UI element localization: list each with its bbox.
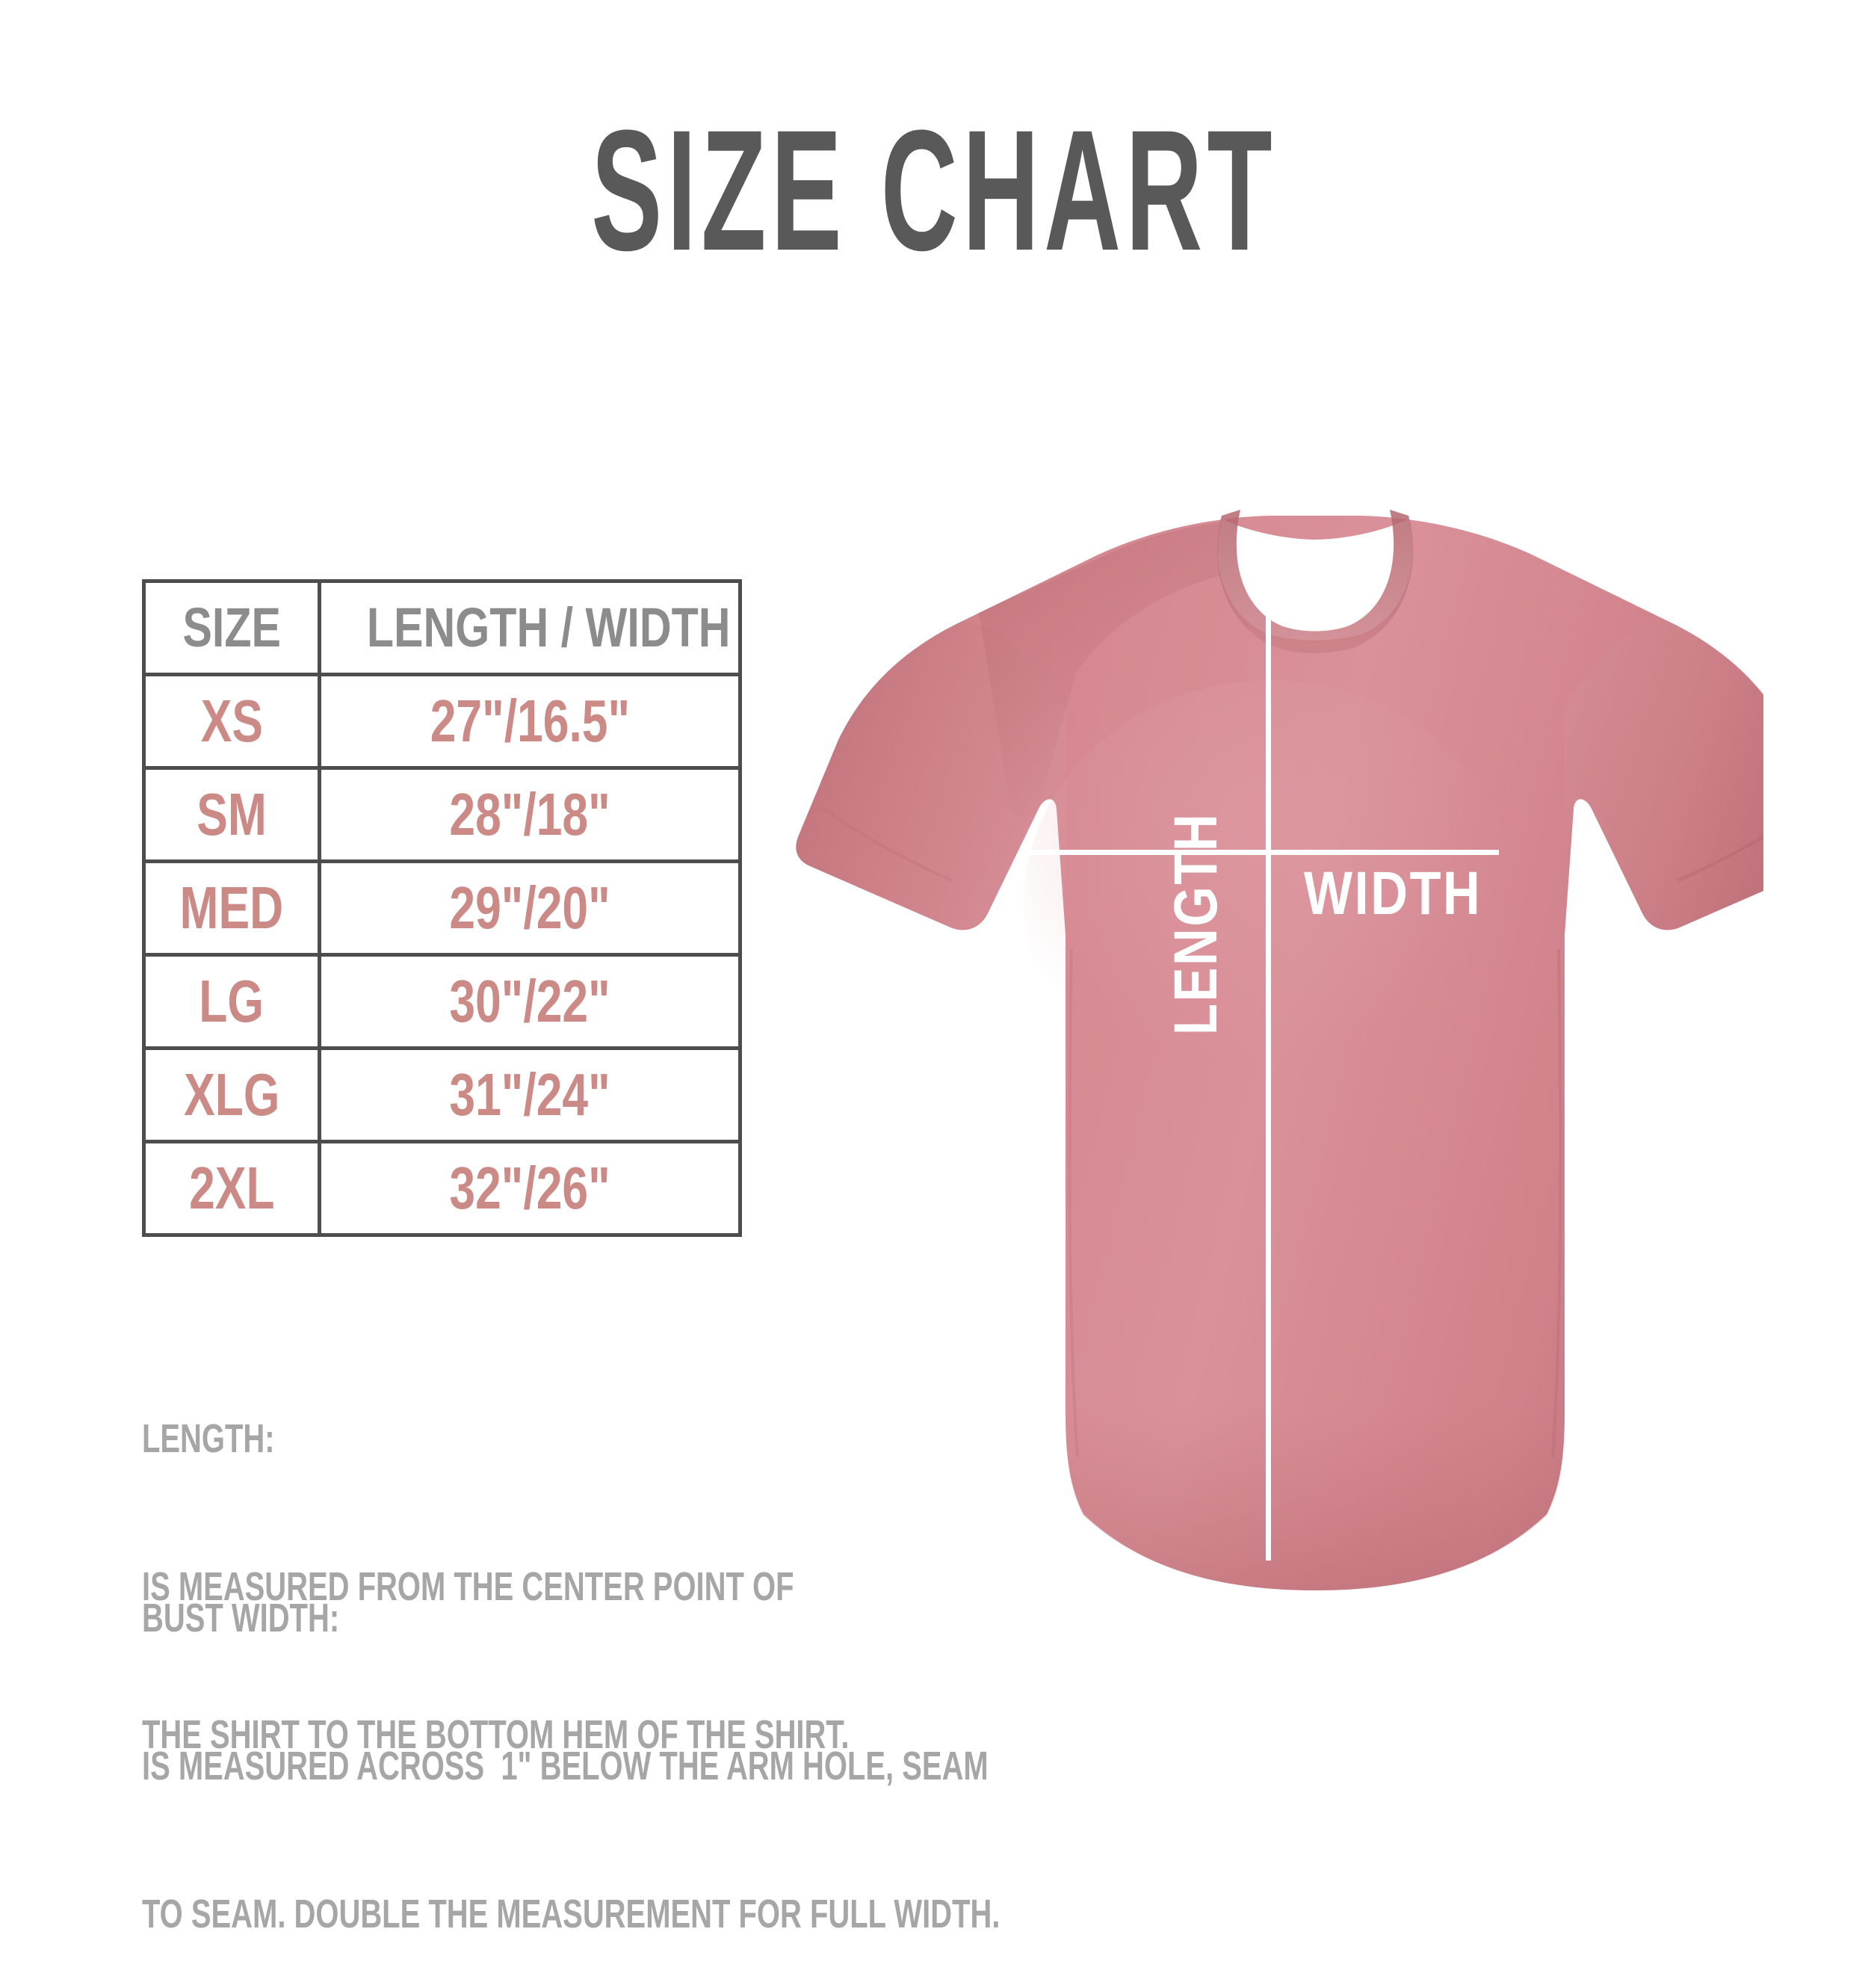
note-bust-heading: BUST WIDTH: — [142, 1596, 340, 1640]
cell-measurement: 30"/22" — [318, 953, 742, 1050]
cell-measurement: 31"/24" — [318, 1046, 742, 1143]
table-row: MED 29"/20" — [142, 859, 742, 957]
cell-size: LG — [142, 953, 321, 1050]
note-length-heading: LENGTH: — [142, 1416, 275, 1461]
cell-size: XLG — [142, 1046, 321, 1143]
right-sleeve — [1565, 620, 1763, 934]
table-row: XS 27"/16.5" — [142, 673, 742, 770]
size-chart-table: SIZE LENGTH / WIDTH XS 27"/16.5" SM 28"/… — [142, 579, 742, 1237]
table-header-row: SIZE LENGTH / WIDTH — [142, 579, 742, 676]
note-length-line2: THE SHIRT TO THE BOTTOM HEM OF THE SHIRT… — [142, 1712, 850, 1757]
cell-measurement: 32"/26" — [318, 1140, 742, 1237]
cell-size: SM — [142, 766, 321, 863]
tshirt-svg — [796, 510, 1763, 1590]
table-row: XLG 31"/24" — [142, 1046, 742, 1143]
width-label: WIDTH — [1304, 859, 1482, 927]
note-bust-line1: IS MEASURED ACROSS 1" BELOW THE ARM HOLE… — [142, 1744, 989, 1788]
cell-measurement: 29"/20" — [318, 859, 742, 957]
table-row: LG 30"/22" — [142, 953, 742, 1050]
note-length: LENGTH: IS MEASURED FROM THE CENTER POIN… — [142, 1315, 1098, 1809]
note-length-line1: IS MEASURED FROM THE CENTER POINT OF — [142, 1564, 794, 1609]
left-sleeve-hem — [820, 806, 953, 882]
width-measurement-line — [1022, 850, 1499, 855]
left-side-seam — [1068, 948, 1079, 1458]
length-measurement-line — [1266, 598, 1271, 1561]
hem-shadow — [1066, 1405, 1565, 1590]
cell-size: MED — [142, 859, 321, 957]
column-header-measurement: LENGTH / WIDTH — [318, 579, 742, 676]
left-shoulder-shadow — [979, 522, 1222, 818]
tshirt-illustration — [792, 486, 1763, 1607]
length-label: LENGTH — [1162, 812, 1230, 1035]
table-row: SM 28"/18" — [142, 766, 742, 863]
note-bust-line2: TO SEAM. DOUBLE THE MEASUREMENT FOR FULL… — [142, 1892, 1001, 1936]
cell-size: XS — [142, 673, 321, 770]
right-side-seam — [1551, 948, 1562, 1458]
column-header-size: SIZE — [142, 579, 321, 676]
cell-measurement: 28"/18" — [318, 766, 742, 863]
right-sleeve-hem — [1677, 834, 1763, 882]
cell-size: 2XL — [142, 1140, 321, 1237]
table-row: 2XL 32"/26" — [142, 1140, 742, 1237]
cell-measurement: 27"/16.5" — [318, 673, 742, 770]
page-title: SIZE CHART — [591, 94, 1277, 286]
